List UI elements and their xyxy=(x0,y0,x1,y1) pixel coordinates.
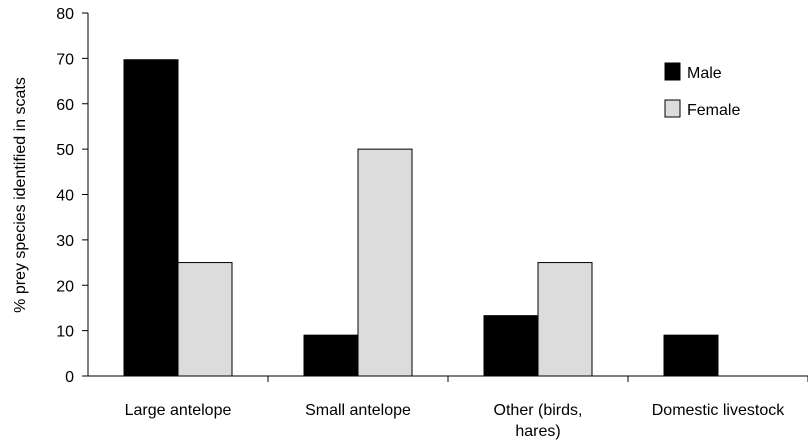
y-tick-label: 60 xyxy=(56,97,74,114)
bars xyxy=(123,59,719,377)
legend-label-female: Female xyxy=(687,102,740,119)
bar-female xyxy=(177,262,233,377)
legend-label-male: Male xyxy=(687,65,722,82)
axes: 0 10 20 30 40 50 60 70 80 Large antelope Small ant… xyxy=(56,6,808,440)
y-tick-label: 0 xyxy=(65,369,74,386)
legend-swatch-male xyxy=(664,62,681,81)
y-tick-label: 70 xyxy=(56,51,74,68)
x-tick-label: Domestic livestock xyxy=(652,402,785,419)
bar-male xyxy=(303,334,359,377)
x-tick-label: Small antelope xyxy=(305,402,411,419)
y-tick-label: 50 xyxy=(56,142,74,159)
legend: Male Female xyxy=(664,62,740,119)
y-tick-label: 80 xyxy=(56,6,74,23)
y-tick-label: 20 xyxy=(56,278,74,295)
bar-female xyxy=(357,148,413,377)
bar-male xyxy=(123,59,179,377)
bar-male xyxy=(483,315,539,377)
y-axis-title: % prey species identified in scats xyxy=(12,77,29,313)
legend-swatch-female xyxy=(664,99,681,118)
y-tick-label: 10 xyxy=(56,324,74,341)
x-tick-label: Large antelope xyxy=(125,402,232,419)
x-tick-label: Other (birds, hares) xyxy=(494,402,583,440)
bar-female xyxy=(537,262,593,377)
y-tick-label: 30 xyxy=(56,233,74,250)
y-tick-label: 40 xyxy=(56,188,74,205)
bar-male xyxy=(663,334,719,377)
